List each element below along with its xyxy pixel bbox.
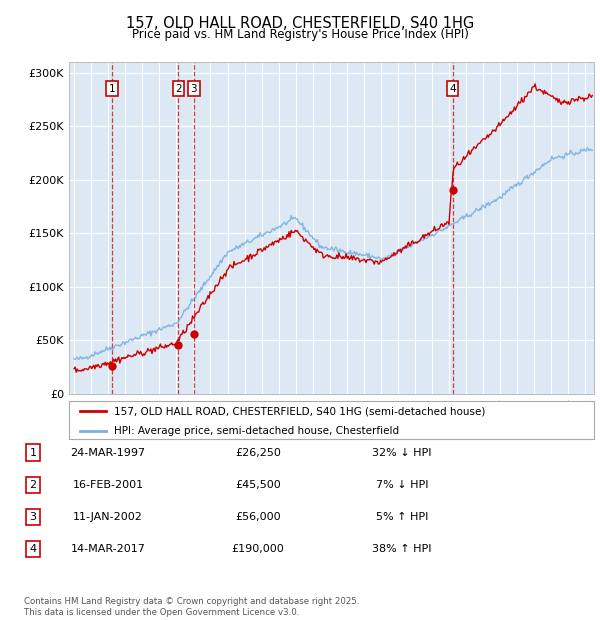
Text: 5% ↑ HPI: 5% ↑ HPI [376,512,428,522]
Text: £26,250: £26,250 [235,448,281,458]
Text: Contains HM Land Registry data © Crown copyright and database right 2025.
This d: Contains HM Land Registry data © Crown c… [24,598,359,617]
Text: 4: 4 [29,544,37,554]
Text: £56,000: £56,000 [235,512,281,522]
Text: 14-MAR-2017: 14-MAR-2017 [71,544,145,554]
Text: 157, OLD HALL ROAD, CHESTERFIELD, S40 1HG (semi-detached house): 157, OLD HALL ROAD, CHESTERFIELD, S40 1H… [113,406,485,416]
Text: 11-JAN-2002: 11-JAN-2002 [73,512,143,522]
Text: HPI: Average price, semi-detached house, Chesterfield: HPI: Average price, semi-detached house,… [113,425,399,435]
Text: 32% ↓ HPI: 32% ↓ HPI [372,448,432,458]
Text: 1: 1 [29,448,37,458]
Text: 38% ↑ HPI: 38% ↑ HPI [372,544,432,554]
Text: 2: 2 [29,480,37,490]
Text: £190,000: £190,000 [232,544,284,554]
Text: 16-FEB-2001: 16-FEB-2001 [73,480,143,490]
Text: 2: 2 [175,84,182,94]
Text: 1: 1 [109,84,115,94]
Text: 4: 4 [449,84,456,94]
Text: 7% ↓ HPI: 7% ↓ HPI [376,480,428,490]
Text: 3: 3 [29,512,37,522]
Text: 3: 3 [191,84,197,94]
Text: 24-MAR-1997: 24-MAR-1997 [70,448,146,458]
Text: Price paid vs. HM Land Registry's House Price Index (HPI): Price paid vs. HM Land Registry's House … [131,28,469,41]
Text: 157, OLD HALL ROAD, CHESTERFIELD, S40 1HG: 157, OLD HALL ROAD, CHESTERFIELD, S40 1H… [126,16,474,30]
Text: £45,500: £45,500 [235,480,281,490]
